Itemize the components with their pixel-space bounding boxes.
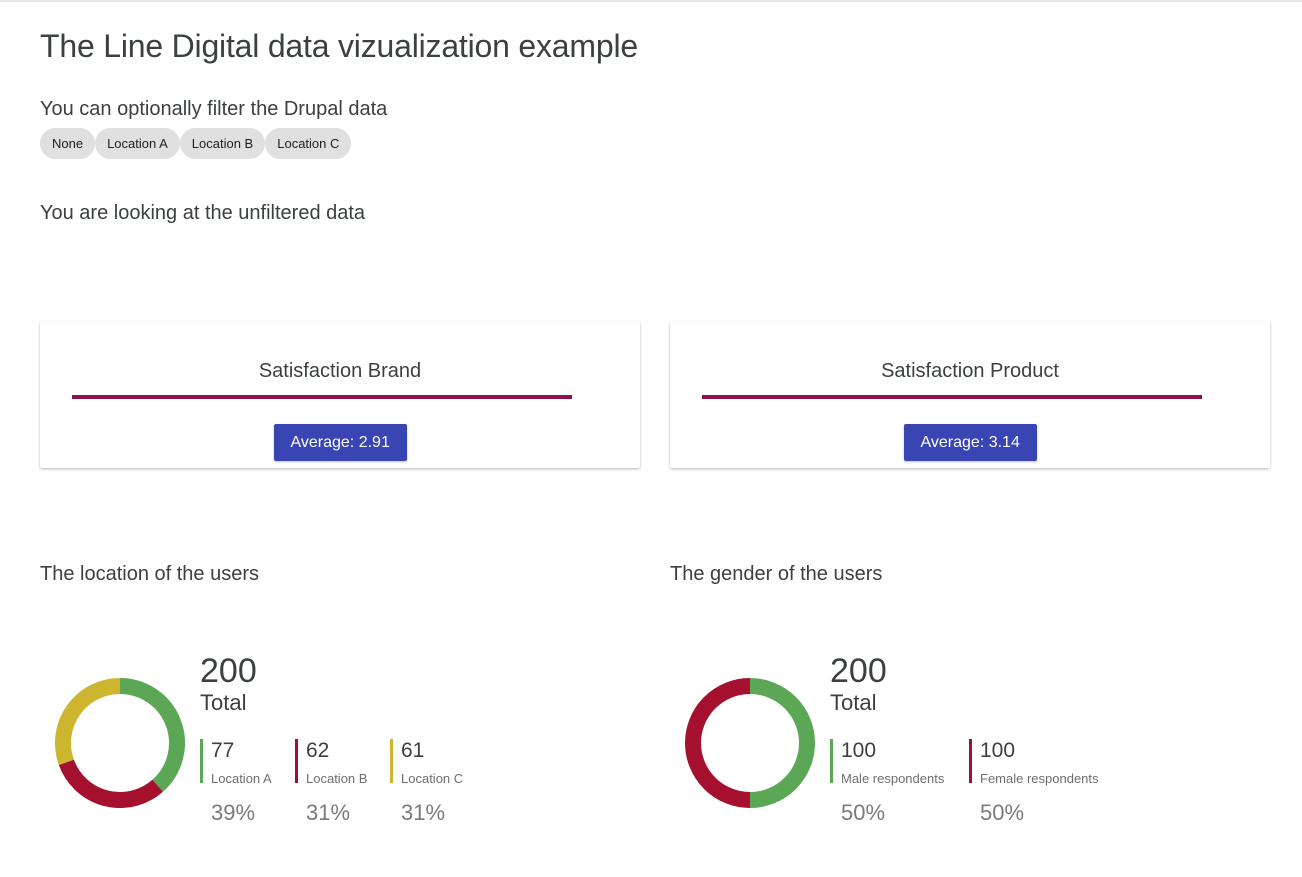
gender-donut-chart (685, 678, 815, 808)
stat-label: Location B (306, 771, 368, 786)
location-slice-location-a (119, 678, 185, 792)
legend-color-bar (969, 739, 972, 783)
legend-color-bar (295, 739, 298, 783)
filter-chip-location-c[interactable]: Location C (265, 128, 352, 159)
location-total-label: Total (200, 690, 247, 715)
satisfaction-product-card: Satisfaction Product Average: 3.14 (670, 322, 1270, 468)
filter-chip-none[interactable]: None (40, 128, 96, 159)
gender-heading: The gender of the users (670, 563, 883, 585)
legend-color-bar (830, 739, 833, 783)
filter-status-text: You are looking at the unfiltered data (40, 202, 366, 224)
stat-percent: 50% (841, 800, 886, 825)
stat-value: 77 (211, 739, 235, 762)
stat-percent: 50% (980, 800, 1025, 825)
stat-label: Location C (401, 771, 464, 786)
stat-value: 62 (306, 739, 330, 762)
gender-total-label: Total (830, 690, 877, 715)
filter-heading: You can optionally filter the Drupal dat… (40, 98, 388, 120)
card-title: Satisfaction Brand (258, 360, 422, 382)
stat-value: 100 (841, 739, 877, 762)
filter-chip-location-a[interactable]: Location A (95, 128, 180, 159)
card-divider-bar (72, 395, 572, 399)
stat-percent: 31% (401, 800, 446, 825)
stat-label: Location A (211, 771, 272, 786)
location-total-value: 200 (200, 652, 257, 690)
card-title: Satisfaction Product (881, 360, 1059, 382)
average-button[interactable]: Average: 3.14 (903, 424, 1037, 461)
page-title: The Line Digital data vizualization exam… (40, 28, 638, 64)
legend-color-bar (390, 739, 393, 783)
location-heading: The location of the users (40, 563, 260, 585)
location-slice-location-b (58, 759, 163, 808)
location-slice-location-c (55, 678, 121, 766)
satisfaction-brand-card: Satisfaction Brand Average: 2.91 (40, 322, 640, 468)
gender-slice-male-respondents (749, 678, 815, 808)
location-donut-chart (55, 678, 185, 808)
legend-color-bar (200, 739, 203, 783)
filter-chip-location-b[interactable]: Location B (179, 128, 266, 159)
stat-label: Female respondents (980, 771, 1099, 786)
average-button[interactable]: Average: 2.91 (273, 424, 407, 461)
stat-label: Male respondents (841, 771, 945, 786)
card-divider-bar (702, 395, 1202, 399)
stat-percent: 31% (306, 800, 351, 825)
stat-value: 100 (980, 739, 1016, 762)
gender-slice-female-respondents (685, 678, 751, 808)
stat-value: 61 (401, 739, 425, 762)
stat-percent: 39% (211, 800, 256, 825)
filter-chip-group: None Location A Location B Location C (40, 128, 352, 159)
gender-total-value: 200 (830, 652, 887, 690)
